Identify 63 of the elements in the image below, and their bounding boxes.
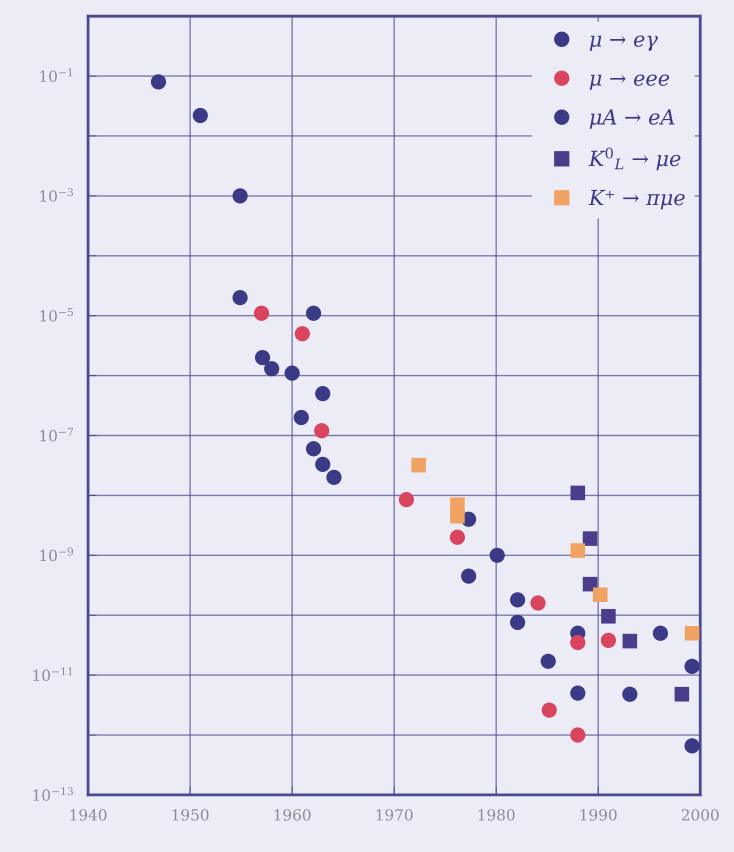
point [601, 608, 616, 624]
legend-label: μ → eγ [590, 35, 658, 51]
y-tick-label: 10$^{−5}$ [40, 308, 73, 322]
point [652, 626, 668, 641]
point [450, 530, 466, 545]
point [600, 632, 616, 648]
point [315, 386, 330, 402]
point [530, 595, 546, 611]
point [294, 326, 310, 342]
point [254, 306, 270, 321]
point [461, 568, 476, 584]
y-tick-label: 10$^{−11}$ [33, 667, 72, 682]
point [540, 654, 556, 669]
x-tick-label: 1980 [478, 809, 515, 821]
x-tick-label: 1990 [580, 809, 617, 821]
point [582, 576, 598, 592]
x-tick-label: 2000 [682, 809, 719, 821]
point [570, 634, 586, 650]
point [570, 727, 586, 743]
point [306, 306, 322, 321]
point [684, 738, 700, 754]
y-tick-label: 10$^{−13}$ [33, 787, 73, 801]
point [192, 108, 208, 124]
legend-label: K$^{0}$$_{L}$ → μe [588, 148, 680, 170]
x-tick-label: 1960 [274, 809, 311, 821]
point [326, 470, 342, 485]
point [306, 441, 322, 456]
point [150, 74, 166, 90]
point [450, 508, 465, 524]
y-tick-label: 10$^{−1}$ [40, 68, 72, 82]
point [570, 686, 586, 701]
legend-label: μA → eA [590, 109, 674, 129]
point [542, 702, 557, 718]
point [284, 366, 300, 381]
y-tick-label: 10$^{−3}$ [40, 188, 73, 202]
point [570, 543, 586, 558]
point [411, 458, 426, 472]
point [592, 587, 608, 602]
legend-label: K⁺ → πμe [588, 190, 685, 210]
y-tick-label: 10$^{−9}$ [40, 548, 74, 562]
point [232, 290, 248, 306]
point [294, 410, 309, 426]
y-tick-label: 10$^{−7}$ [40, 428, 74, 442]
point [622, 686, 638, 702]
x-tick-label: 1950 [172, 809, 209, 821]
point [684, 626, 700, 641]
point [254, 350, 270, 366]
point [264, 361, 280, 376]
point [490, 548, 505, 563]
point [674, 686, 690, 702]
point [510, 592, 526, 608]
point [232, 188, 248, 204]
point [315, 456, 330, 472]
point [684, 658, 700, 674]
point [570, 486, 586, 500]
point [622, 634, 638, 648]
point [510, 614, 526, 630]
point [314, 423, 330, 438]
point [398, 492, 414, 508]
x-tick-label: 1940 [70, 809, 107, 821]
x-tick-label: 1970 [376, 809, 413, 821]
point [582, 531, 598, 546]
legend-label: μ → eee [590, 74, 670, 90]
